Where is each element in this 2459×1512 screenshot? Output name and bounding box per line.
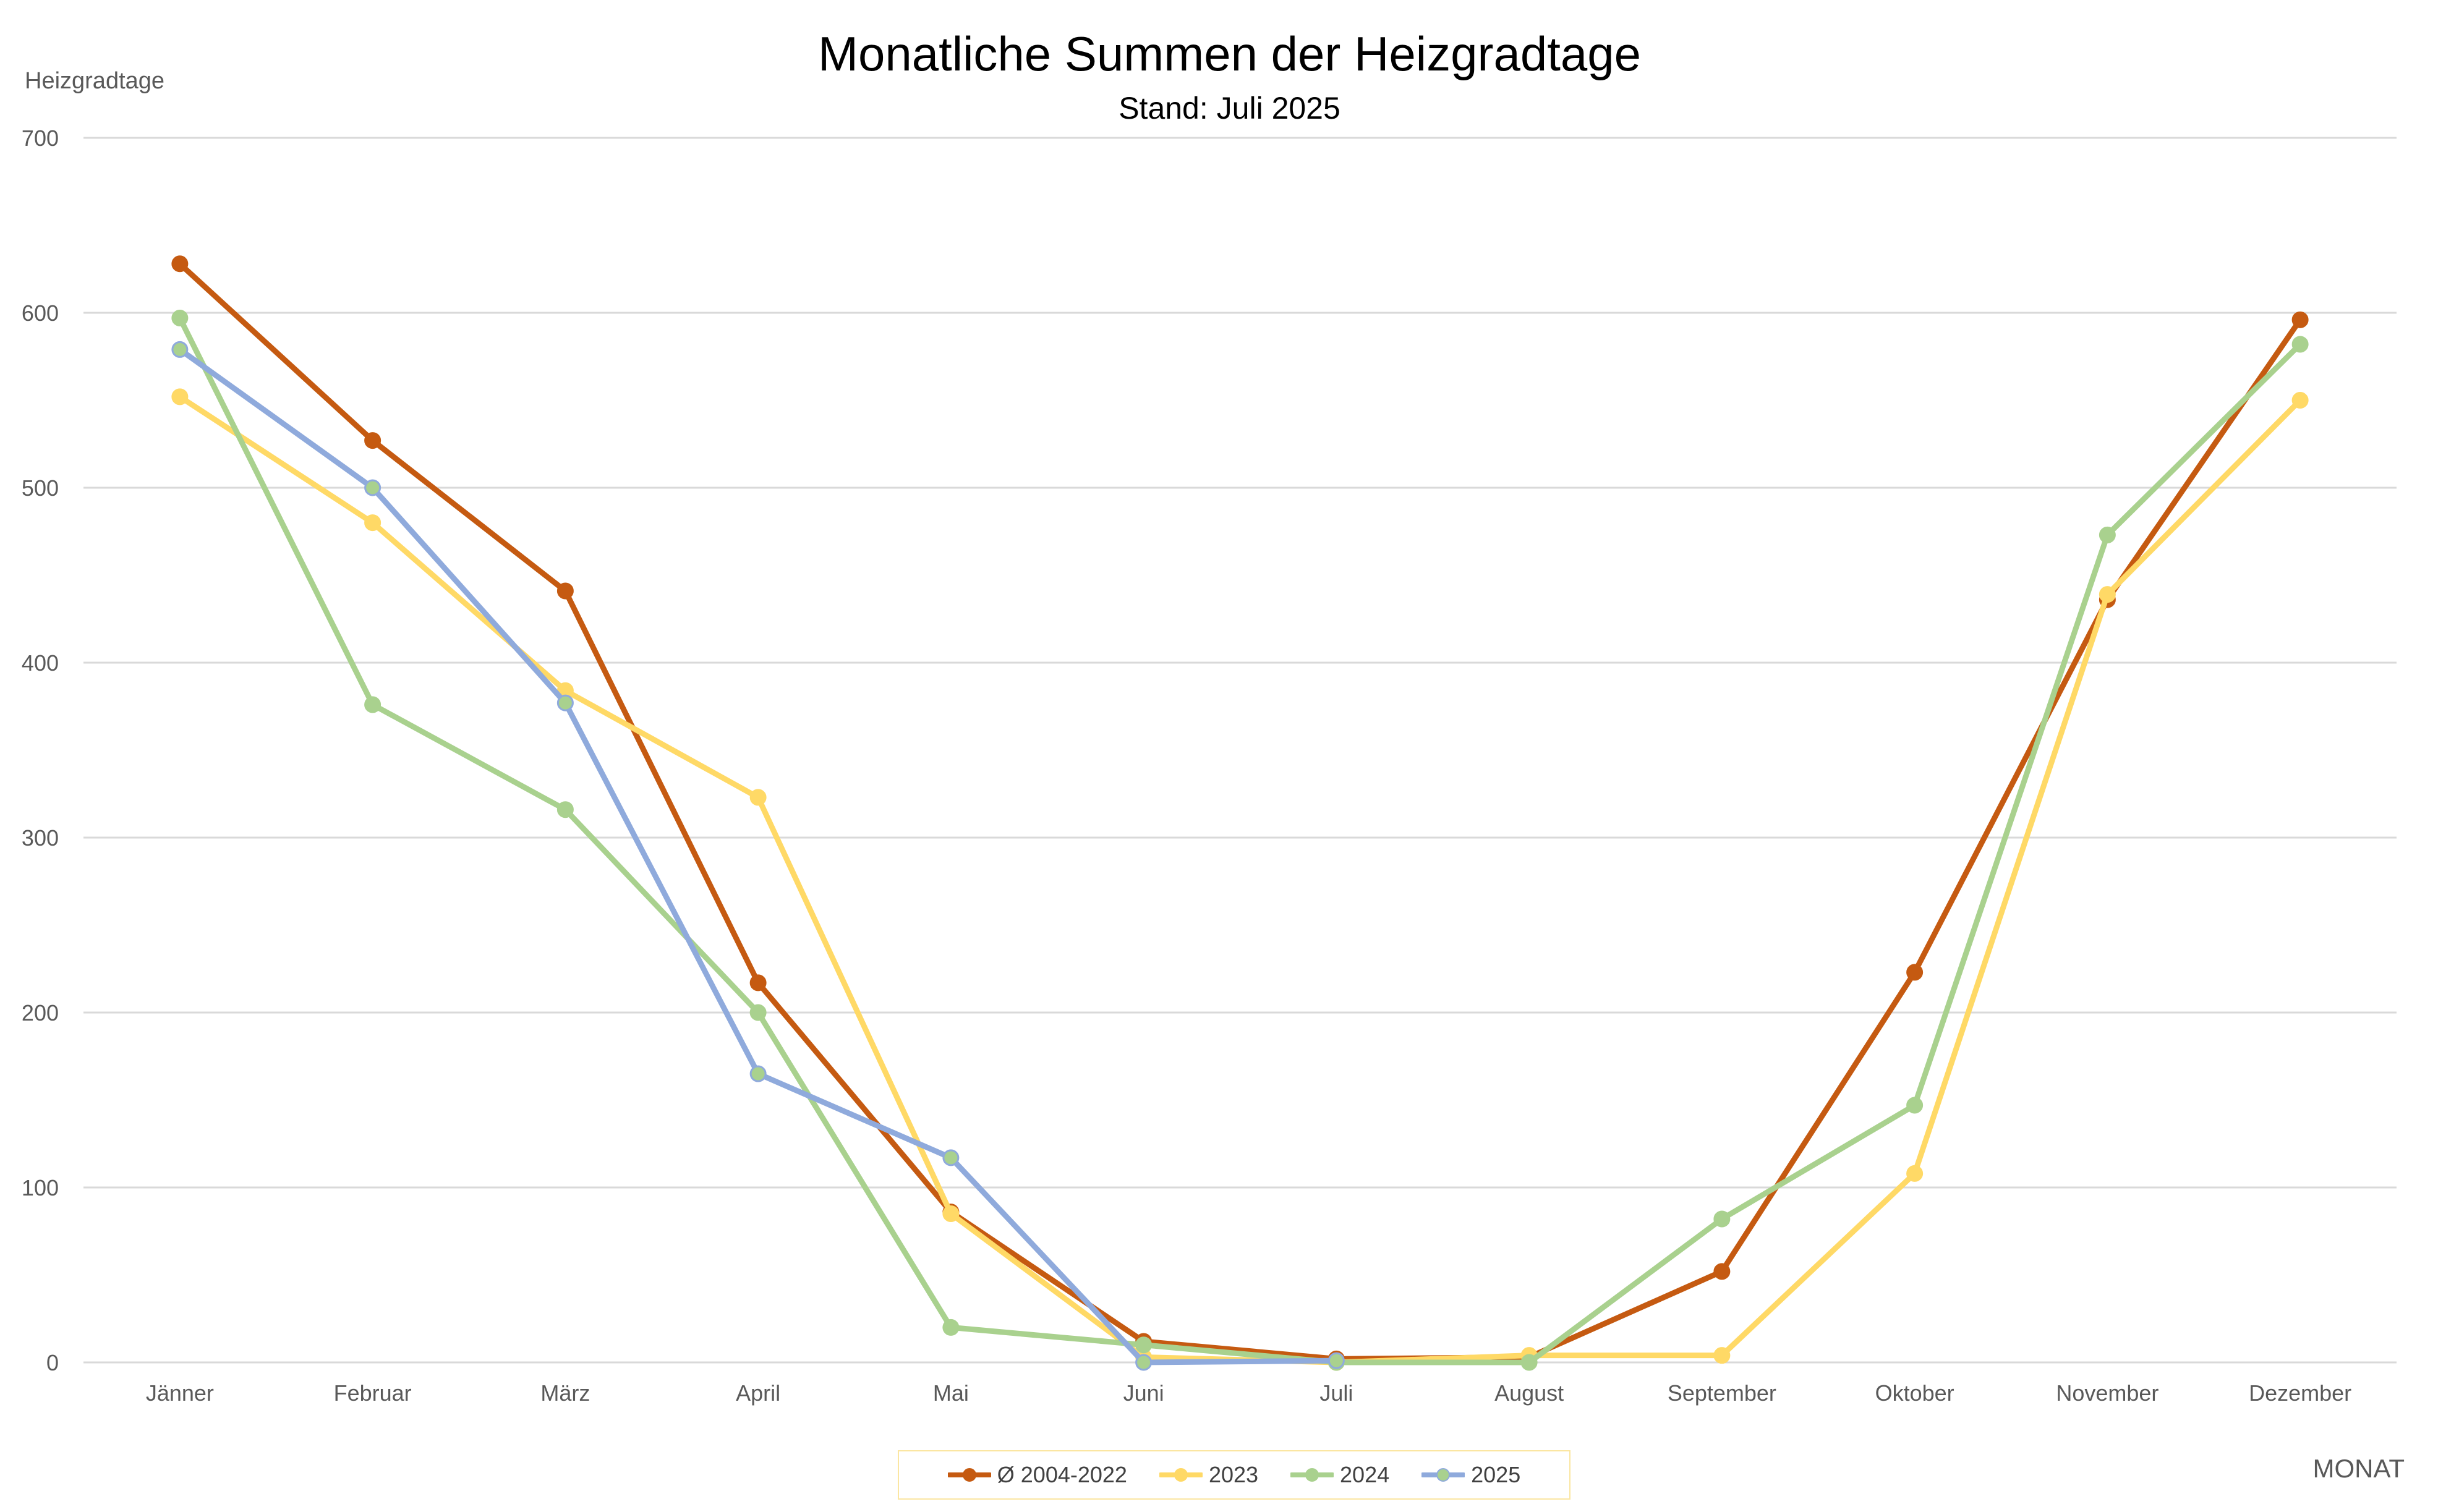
data-point <box>2099 526 2116 543</box>
data-point <box>1713 1347 1731 1364</box>
chart-legend[interactable]: Ø 2004-2022 2023 2024 2025 <box>898 1450 1570 1500</box>
data-point <box>1135 1336 1153 1354</box>
y-tick-label: 700 <box>22 125 59 151</box>
x-tick-label: Jänner <box>146 1380 214 1406</box>
data-point <box>2291 311 2309 328</box>
legend-label: 2023 <box>1208 1462 1259 1487</box>
data-point <box>942 1149 960 1166</box>
data-point <box>1135 1354 1153 1371</box>
legend-label: 2024 <box>1340 1462 1390 1487</box>
legend-label: 2025 <box>1471 1462 1521 1487</box>
data-point <box>942 1205 960 1222</box>
data-point <box>2291 392 2309 409</box>
series-line <box>177 346 1339 1365</box>
y-tick-label: 500 <box>22 475 59 501</box>
y-tick-label: 200 <box>22 1000 59 1026</box>
y-axis-label: Heizgradtage <box>25 68 165 94</box>
data-point <box>1520 1354 1538 1371</box>
data-point <box>171 255 189 273</box>
data-point <box>1328 1352 1345 1369</box>
legend-swatch <box>1290 1468 1334 1482</box>
data-point <box>556 801 574 818</box>
x-tick-label: September <box>1668 1380 1776 1406</box>
x-tick-label: Oktober <box>1875 1380 1954 1406</box>
data-point <box>749 974 767 992</box>
data-point <box>2099 586 2116 603</box>
legend-swatch <box>947 1468 991 1482</box>
legend-item[interactable]: 2025 <box>1421 1462 1520 1488</box>
x-tick-label: November <box>2056 1380 2159 1406</box>
legend-swatch <box>1159 1468 1203 1482</box>
chart-title: Monatliche Summen der Heizgradtage <box>817 27 1642 81</box>
data-point <box>171 309 189 326</box>
data-point <box>364 696 381 713</box>
data-point <box>364 479 381 496</box>
series-line <box>177 315 2303 1365</box>
chart-subtitle: Stand: Juli 2025 <box>1119 91 1340 125</box>
legend-label: Ø 2004-2022 <box>997 1462 1127 1487</box>
data-point <box>1713 1263 1731 1280</box>
data-point <box>171 341 189 358</box>
x-tick-label: Dezember <box>2249 1380 2351 1406</box>
x-tick-label: Mai <box>933 1380 969 1406</box>
data-point <box>2291 336 2309 353</box>
data-point <box>171 388 189 406</box>
data-point <box>749 789 767 806</box>
x-tick-label: Juli <box>1319 1380 1353 1406</box>
data-point <box>556 582 574 600</box>
legend-swatch <box>1421 1468 1465 1482</box>
legend-item[interactable]: Ø 2004-2022 <box>947 1462 1127 1488</box>
data-point <box>942 1319 960 1336</box>
data-point <box>1906 964 1924 981</box>
legend-item[interactable]: 2024 <box>1290 1462 1389 1488</box>
y-tick-label: 100 <box>22 1175 59 1200</box>
y-tick-label: 300 <box>22 825 59 851</box>
series-line <box>177 261 2303 1362</box>
data-point <box>1906 1165 1924 1182</box>
y-tick-label: 0 <box>46 1350 59 1375</box>
data-point <box>556 694 574 711</box>
data-point <box>1713 1210 1731 1228</box>
x-tick-label: August <box>1494 1380 1564 1406</box>
x-tick-label: Juni <box>1123 1380 1164 1406</box>
data-point <box>749 1065 767 1082</box>
data-point <box>364 514 381 532</box>
data-point <box>364 432 381 449</box>
data-point <box>749 1004 767 1021</box>
x-axis-label: MONAT <box>2312 1454 2405 1483</box>
y-tick-label: 400 <box>22 650 59 676</box>
data-point <box>1906 1097 1924 1114</box>
x-tick-label: März <box>540 1380 590 1406</box>
y-tick-label: 600 <box>22 300 59 326</box>
x-tick-label: Februar <box>334 1380 412 1406</box>
legend-item[interactable]: 2023 <box>1159 1462 1258 1488</box>
x-tick-label: April <box>736 1380 780 1406</box>
